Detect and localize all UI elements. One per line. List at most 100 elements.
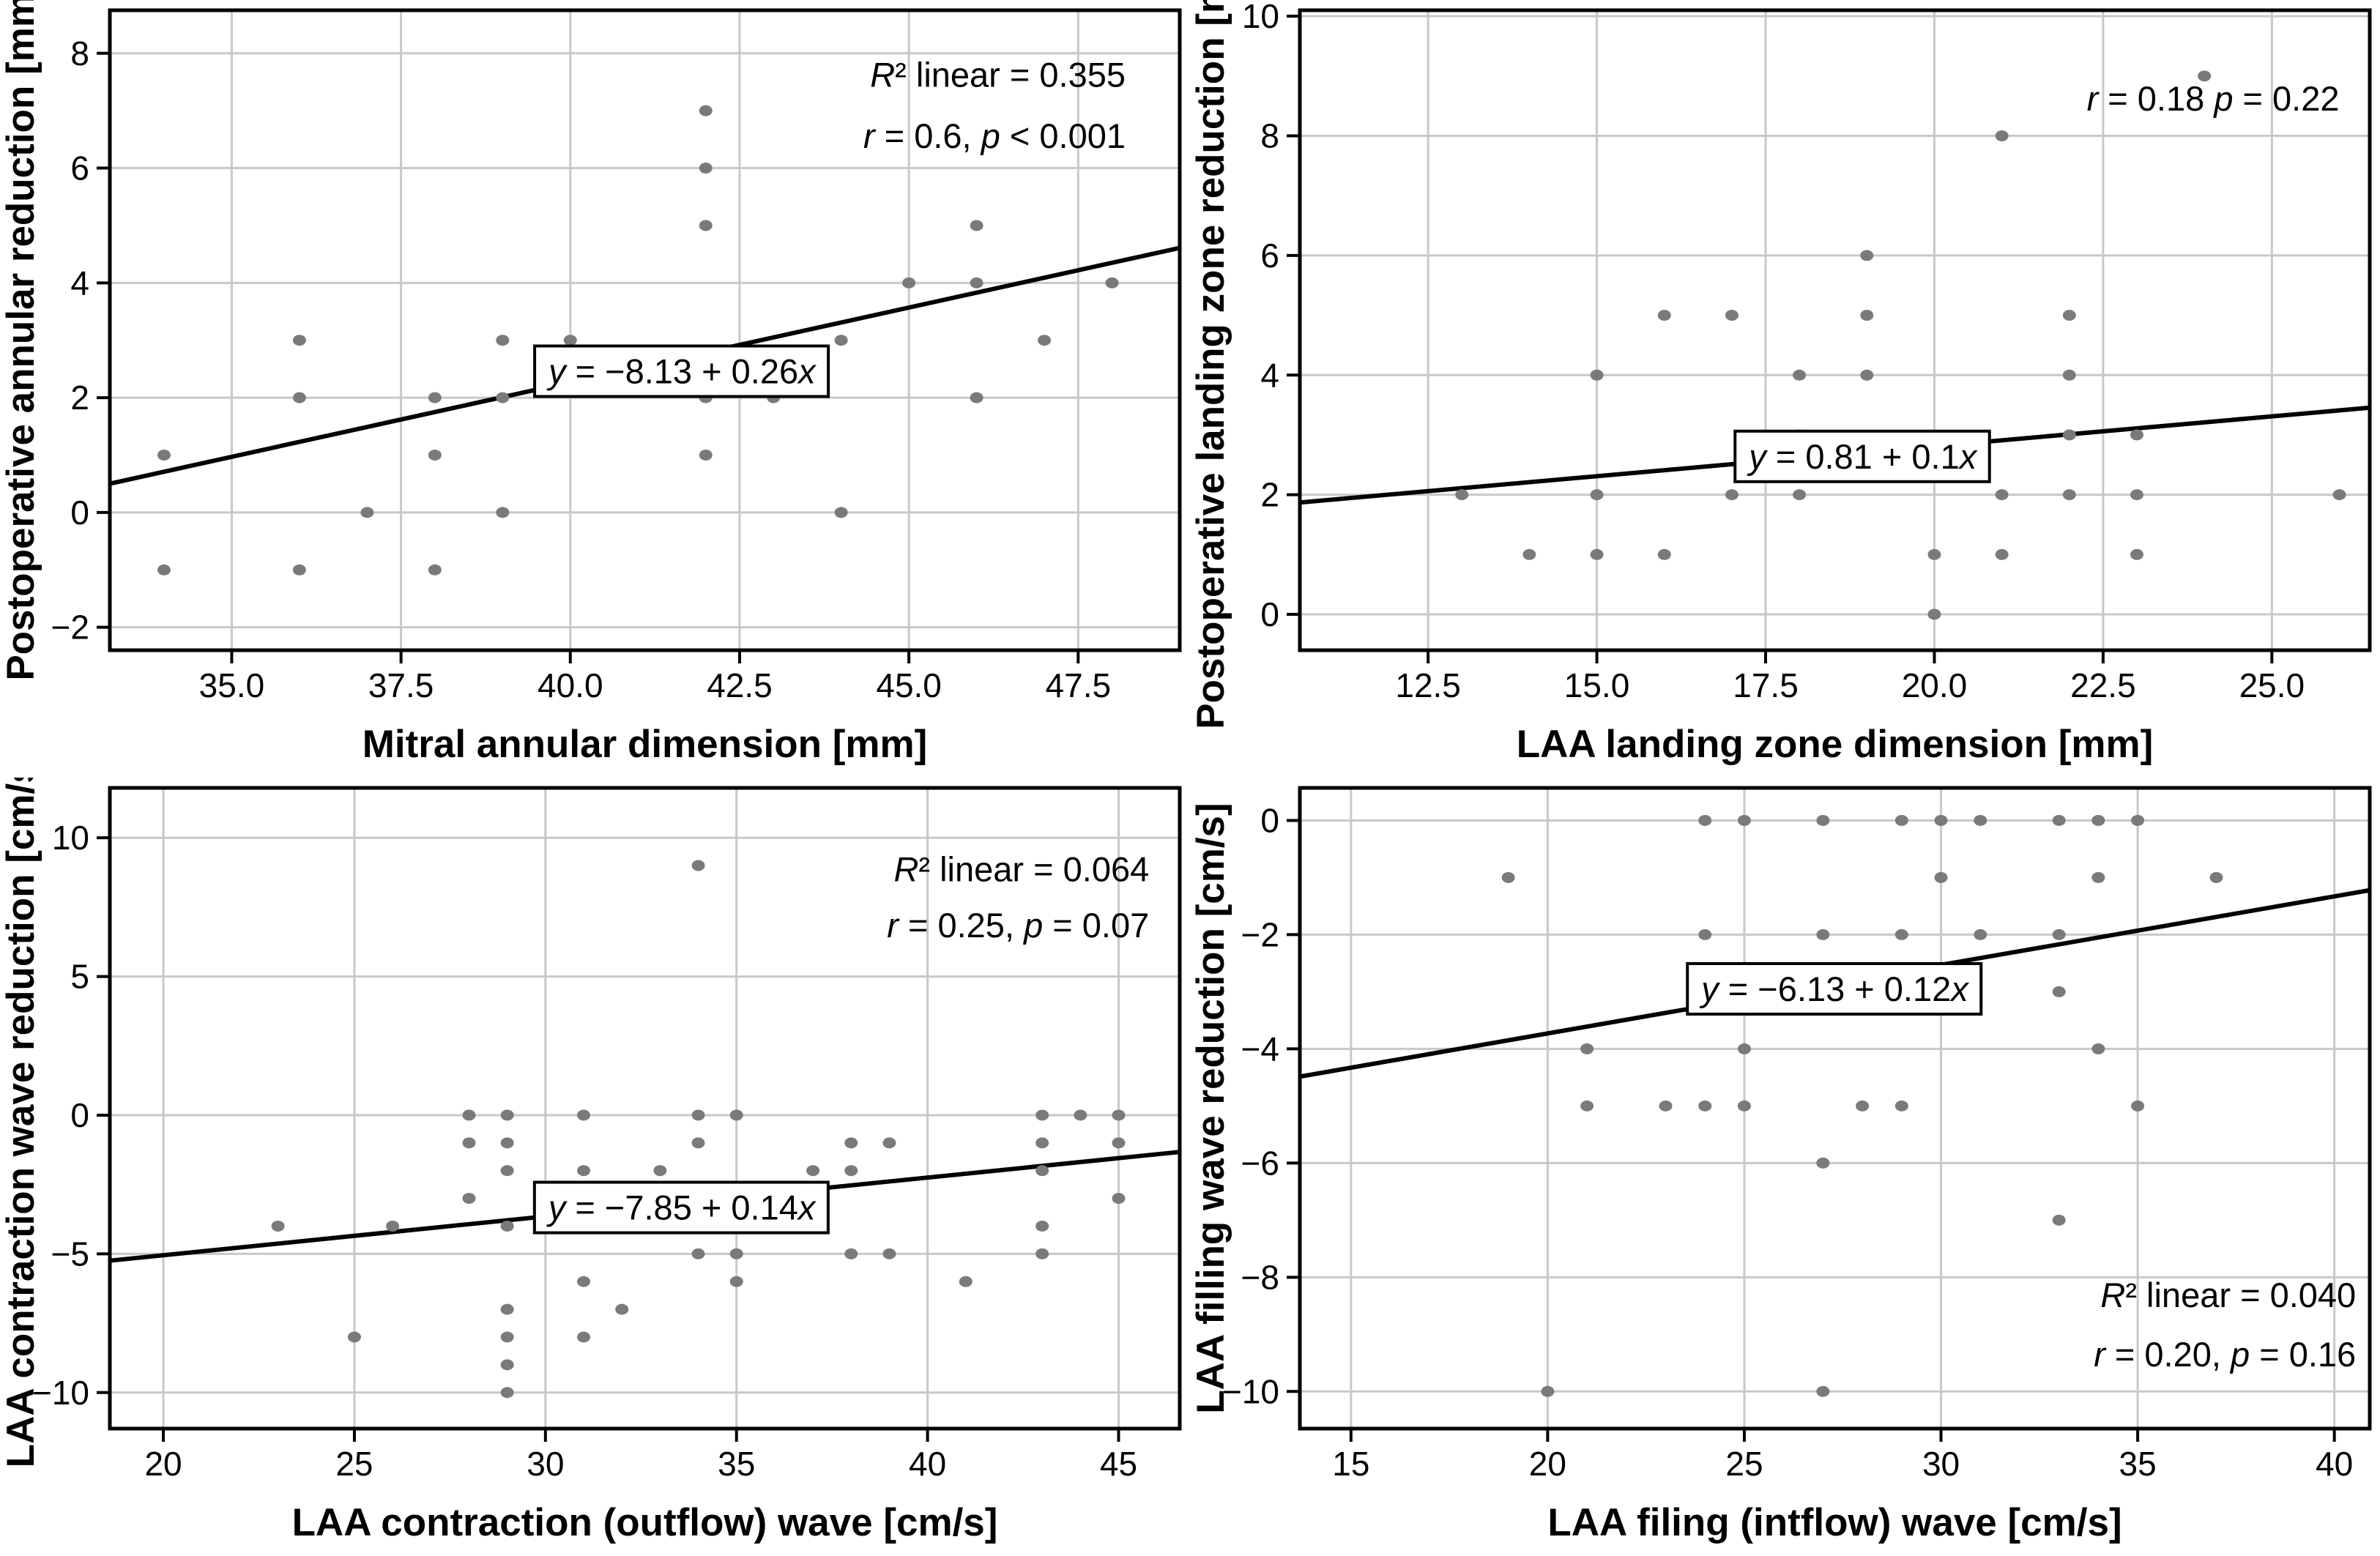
data-point — [1659, 1100, 1673, 1112]
data-point — [1112, 1137, 1126, 1149]
data-point — [1995, 130, 2009, 142]
data-point — [1657, 548, 1671, 560]
data-point — [500, 1387, 514, 1399]
stats-annotation: R² linear = 0.064 — [893, 850, 1149, 889]
data-point — [1112, 1193, 1126, 1205]
data-point — [1035, 1165, 1049, 1177]
data-point — [1035, 1137, 1049, 1149]
stats-annotation: r = 0.20, p = 0.16 — [2094, 1335, 2356, 1374]
x-axis-label: LAA landing zone dimension [mm] — [1517, 723, 2154, 766]
data-point — [2130, 429, 2143, 441]
panel-filling-wave-reduction: y = −6.13 + 0.12x 15 20 25 30 35 40 0 −2 −4 −6 −8 −1… — [1190, 778, 2380, 1556]
data-point — [1894, 814, 1908, 826]
data-point — [2052, 986, 2066, 997]
data-point — [2052, 814, 2066, 826]
data-point — [902, 277, 916, 289]
y-tick-label: 0 — [1260, 595, 1279, 633]
data-point — [500, 1331, 514, 1343]
panel-landing-zone-reduction: y = 0.81 + 0.1x 12.5 15.0 17.5 20.0 22.5 25.0 0… — [1190, 0, 2380, 778]
data-point — [1698, 814, 1712, 826]
y-tick-label: −2 — [51, 608, 89, 647]
data-point — [1501, 871, 1515, 883]
data-point — [1934, 871, 1948, 883]
equation-box — [532, 1180, 830, 1235]
data-point — [500, 1165, 514, 1177]
x-tick-label: 17.5 — [1733, 666, 1799, 704]
data-point — [2130, 548, 2143, 560]
data-point — [496, 507, 510, 518]
y-tick-label: 4 — [70, 264, 89, 302]
data-point — [2198, 70, 2212, 82]
data-point — [428, 449, 442, 461]
x-tick-label: 45.0 — [876, 666, 942, 704]
data-point — [2209, 871, 2223, 883]
data-point — [386, 1220, 400, 1232]
data-point — [563, 335, 577, 346]
stats-annotation: R² linear = 0.355 — [870, 55, 1126, 94]
data-point — [2131, 1100, 2145, 1112]
data-point — [1894, 928, 1908, 940]
data-point — [2091, 871, 2105, 883]
data-point — [729, 1276, 743, 1287]
data-point — [360, 507, 374, 518]
data-point — [462, 1137, 476, 1149]
data-point — [1455, 489, 1469, 501]
stats-annotation: r = 0.25, p = 0.07 — [887, 906, 1149, 945]
data-point — [1816, 928, 1830, 940]
x-tick-label: 25 — [335, 1445, 373, 1483]
scatter-plot-filling-wave-reduction: y = −6.13 + 0.12x 15 20 25 30 35 40 0 −2 −4 −6 −8 −1… — [1190, 778, 2380, 1556]
plot-border — [1298, 786, 2372, 1431]
x-tick-label: 22.5 — [2070, 666, 2136, 704]
data-point — [834, 335, 848, 346]
y-axis-label: LAA contraction wave reduction [cm/s] — [0, 778, 42, 1467]
y-tick-label: −8 — [1241, 1258, 1279, 1296]
equation-label: y = −7.85 + 0.14x — [546, 1188, 817, 1227]
x-axis-label: Mitral annular dimension [mm] — [362, 723, 928, 766]
data-point — [1541, 1385, 1555, 1397]
data-point — [157, 449, 171, 461]
y-tick-label: 8 — [70, 34, 89, 72]
y-tick-label: 6 — [70, 149, 89, 187]
data-point — [157, 564, 171, 576]
data-point — [1927, 548, 1941, 560]
data-point — [1698, 928, 1712, 940]
equation-label: y = −6.13 + 0.12x — [1699, 969, 1969, 1008]
equation-box — [533, 344, 830, 398]
scatter-plot-contraction-wave-reduction: y = −7.85 + 0.14x 20 25 30 35 40 45 −10 −5 0 5 10 LA… — [0, 778, 1190, 1556]
stats-annotation: r = 0.18 p = 0.22 — [2087, 79, 2340, 118]
data-point — [615, 1303, 629, 1315]
data-point — [500, 1303, 514, 1315]
data-point — [577, 1165, 591, 1177]
x-axis-label: LAA contraction (outflow) wave [cm/s] — [292, 1501, 998, 1544]
data-point — [882, 1248, 896, 1259]
data-point — [428, 564, 442, 576]
data-point — [1725, 310, 1738, 321]
data-point — [1035, 1248, 1049, 1259]
data-point — [1590, 369, 1604, 381]
data-point — [1698, 1100, 1712, 1112]
data-point — [500, 1137, 514, 1149]
data-point — [806, 1165, 820, 1177]
data-point — [292, 564, 306, 576]
y-tick-label: 5 — [70, 958, 89, 996]
x-tick-label: 40 — [909, 1445, 946, 1483]
panel-background — [1190, 0, 2380, 778]
data-point — [462, 1109, 476, 1121]
data-point — [691, 1137, 705, 1149]
panel-background — [0, 778, 1190, 1556]
data-point — [577, 1276, 591, 1287]
data-point — [1995, 489, 2009, 501]
equation-box — [1733, 429, 1991, 483]
data-point — [882, 1137, 896, 1149]
data-point — [1725, 489, 1738, 501]
data-point — [462, 1193, 476, 1205]
data-point — [1112, 1109, 1126, 1121]
data-point — [691, 1109, 705, 1121]
data-point — [1737, 814, 1751, 826]
y-tick-label: −2 — [1241, 915, 1279, 953]
data-point — [500, 1359, 514, 1371]
x-tick-label: 45 — [1100, 1445, 1137, 1483]
x-tick-label: 12.5 — [1395, 666, 1461, 704]
data-point — [2131, 814, 2145, 826]
